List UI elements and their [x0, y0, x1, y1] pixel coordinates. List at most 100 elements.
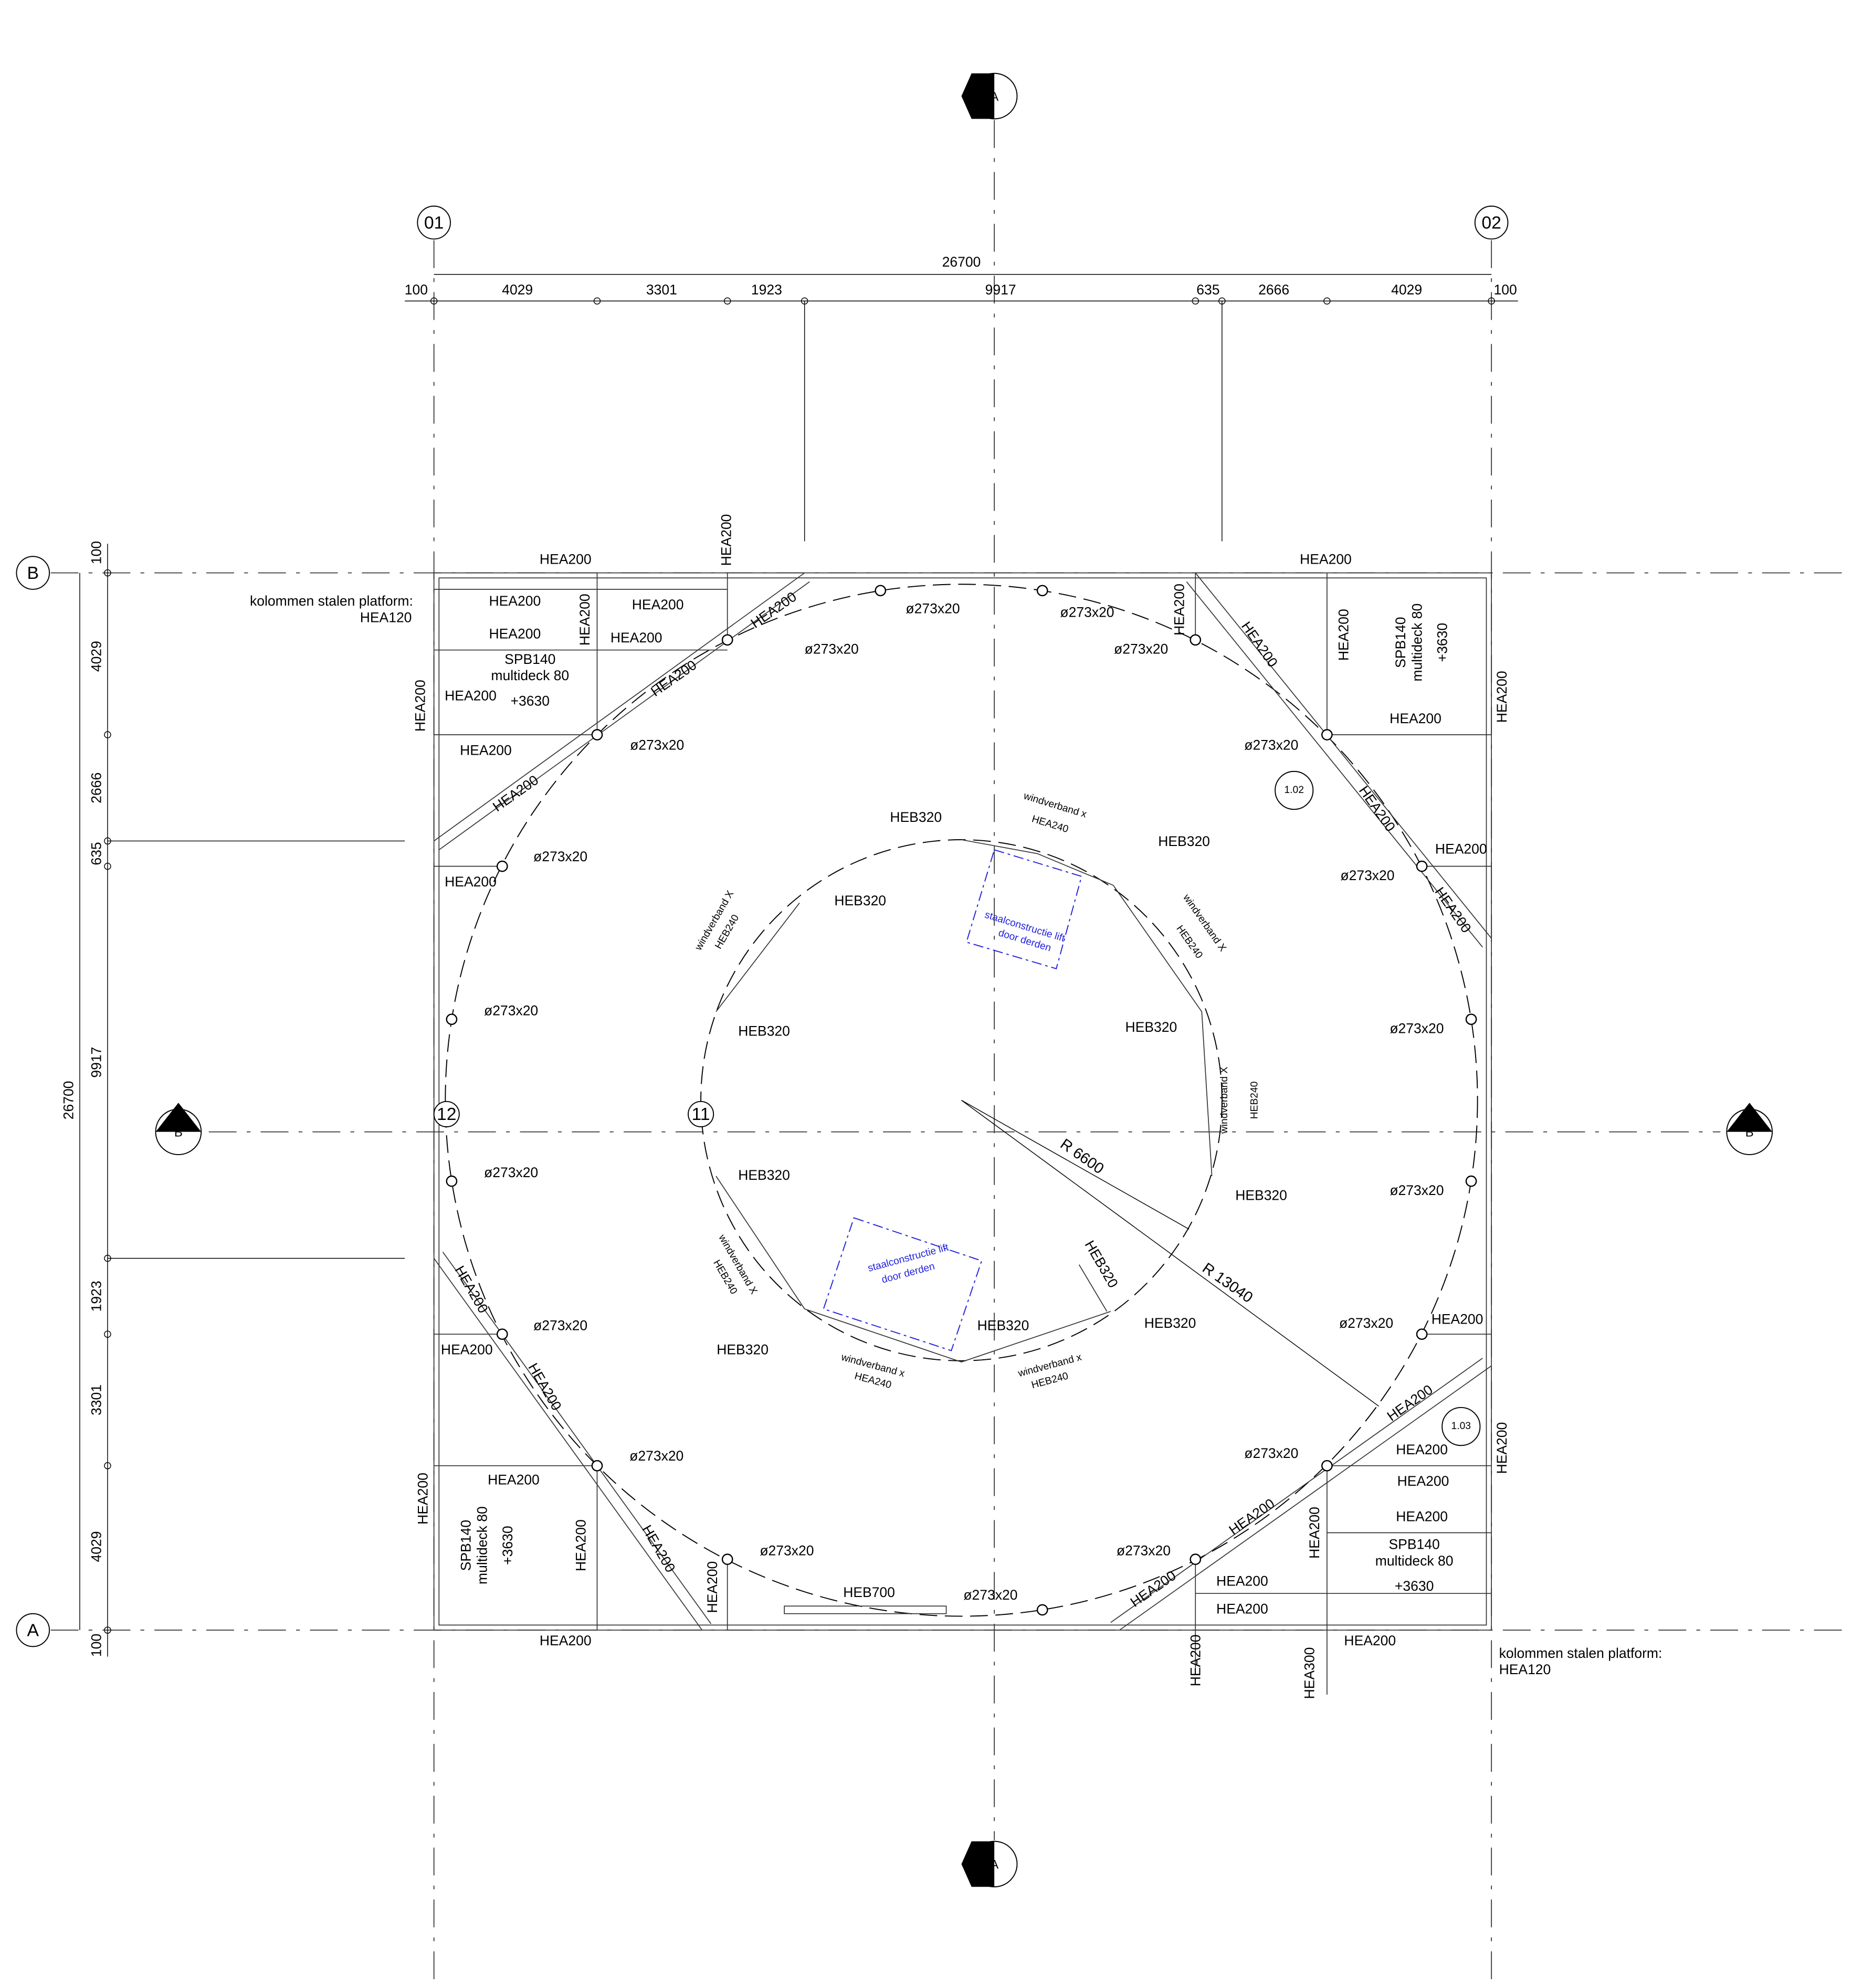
annotation: HEA200: [648, 657, 699, 700]
grid-labels: 01 02 B A A A B B: [27, 90, 1754, 1872]
dimension: 100: [405, 282, 428, 298]
dimension: 4029: [89, 641, 104, 672]
dimension-tick: [104, 1626, 111, 1634]
dimension-tick: [1488, 297, 1495, 305]
annotation: HEA200: [540, 551, 592, 567]
annotation: HEA200: [415, 1473, 430, 1525]
annotation: multideck 80: [475, 1506, 490, 1584]
annotation: ø273x20: [1117, 1543, 1171, 1559]
annotation: ø273x20: [630, 737, 684, 753]
annotation: ø273x20: [1244, 737, 1298, 753]
annotation: ø273x20: [484, 1003, 538, 1019]
annotation: HEB700: [843, 1584, 895, 1600]
annotation: HEB240: [1249, 1082, 1260, 1119]
section-marker: A: [990, 90, 999, 104]
column: [1036, 585, 1048, 597]
dimension-tick: [1323, 297, 1331, 305]
annotation: HEB320: [717, 1342, 769, 1358]
grid-marker: 02: [1481, 213, 1501, 232]
dimension: 635: [89, 842, 104, 865]
column: [1190, 634, 1202, 646]
annotation: HEA200: [1216, 1573, 1268, 1589]
dimension: 4029: [1391, 282, 1422, 298]
annotation: HEA200: [1216, 1601, 1268, 1617]
dimension: 3301: [646, 282, 677, 298]
annotation: HEA200: [1226, 1495, 1278, 1538]
annotation: multideck 80: [1409, 604, 1425, 682]
column: [721, 634, 733, 646]
dimension: 4029: [89, 1531, 104, 1562]
dimension: 100: [1494, 282, 1517, 298]
annotation: HEA200: [704, 1561, 720, 1613]
dimension-tick: [430, 297, 438, 305]
annotation: R 13040: [1199, 1260, 1256, 1306]
dimension-total: 26700: [942, 254, 981, 270]
annotation: HEA200: [1396, 1442, 1448, 1457]
dimension-total: 26700: [61, 1081, 77, 1120]
annotation: HEA200: [1494, 671, 1510, 723]
dimension: 9917: [89, 1047, 104, 1078]
column: [721, 1553, 733, 1565]
section-marker: B: [1745, 1125, 1754, 1139]
annotation: HEA200: [1432, 1312, 1483, 1327]
annotation: 11: [692, 1104, 710, 1124]
annotation: HEA200: [1238, 619, 1281, 670]
section-marker: A: [990, 1858, 999, 1872]
annotation: SPB140: [504, 651, 555, 667]
annotation: HEB320: [834, 893, 886, 908]
annotation: HEA200: [413, 680, 428, 732]
annotation: 1.03: [1451, 1421, 1471, 1432]
dimension-tick: [723, 297, 731, 305]
labels: HEA200 HEA200 HEA200 kolommen stalen platfo…: [250, 514, 1662, 1699]
column: [875, 585, 887, 597]
annotation: ø273x20: [1244, 1445, 1298, 1461]
column: [1416, 1328, 1428, 1340]
annotation: windverband X: [1219, 1067, 1230, 1135]
dimension-tick: [1218, 297, 1226, 305]
annotation: HEA200: [1336, 609, 1352, 661]
dimension-tick: [801, 297, 808, 305]
column: [446, 1175, 458, 1187]
annotation: HEA200: [632, 597, 684, 612]
column: [446, 1013, 458, 1025]
dimension: 100: [89, 541, 104, 564]
annotation: ø273x20: [1390, 1020, 1444, 1036]
grid-marker: 01: [424, 213, 444, 232]
annotation: ø273x20: [484, 1165, 538, 1180]
annotation: HEA200: [1188, 1635, 1204, 1687]
annotation: +3630: [511, 693, 550, 709]
annotation: HEA200: [1307, 1507, 1322, 1559]
annotation: ø273x20: [906, 600, 960, 616]
annotation: HEB320: [1158, 833, 1210, 849]
column: [496, 1328, 508, 1340]
annotation: HEA120: [360, 609, 412, 625]
annotation: ø273x20: [963, 1587, 1017, 1603]
annotation: ø273x20: [1340, 868, 1394, 883]
annotation: HEA200: [540, 1633, 592, 1648]
annotation: ø273x20: [1114, 641, 1168, 657]
dimension: 1923: [89, 1281, 104, 1312]
dimension-tick: [104, 1254, 111, 1262]
column: [1190, 1553, 1202, 1565]
dimension-tick: [104, 1330, 111, 1338]
annotation: HEB240: [1174, 924, 1204, 961]
dimension: 2666: [1258, 282, 1289, 298]
annotation: HEA200: [1344, 1633, 1396, 1648]
annotation: HEB320: [977, 1318, 1029, 1334]
annotation: HEA200: [1494, 1422, 1510, 1474]
annotation: HEA200: [490, 772, 541, 815]
dimension-tick: [104, 1462, 111, 1469]
annotation: multideck 80: [1375, 1553, 1454, 1569]
column: [496, 860, 508, 872]
layout: [16, 72, 1852, 1988]
annotation: R 6600: [1057, 1136, 1107, 1178]
dimension: 1923: [751, 282, 782, 298]
dimension-tick: [104, 862, 111, 870]
dimension: 100: [89, 1634, 104, 1657]
annotation: HEA200: [445, 874, 497, 890]
annotation: HEA200: [445, 688, 497, 704]
column: [1416, 860, 1428, 872]
annotation: HEA200: [441, 1342, 493, 1358]
annotation: kolommen stalen platform:: [1499, 1645, 1662, 1661]
